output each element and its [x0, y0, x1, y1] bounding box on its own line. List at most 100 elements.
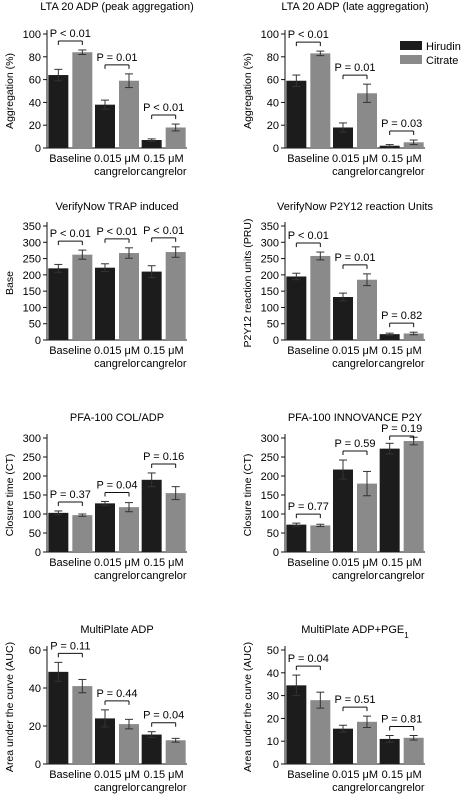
- p-value-label: P = 0.01: [334, 252, 375, 264]
- bar-citrate: [72, 254, 93, 340]
- x-category-label: 0.15 μM: [382, 153, 422, 165]
- p-value-label: P = 0.44: [96, 688, 137, 700]
- bar-hirudin: [95, 503, 115, 552]
- chart-panel-8: MultiPlate ADP+PGE1 0 10 20 30 40 50 Area under…: [242, 624, 425, 794]
- chart-panel-6: PFA-100 INNOVANCE P2Y 0 50 100 150 200 250 300 C…: [242, 412, 425, 582]
- y-tick-label: 0: [273, 759, 279, 771]
- p-value-label: P = 0.04: [288, 653, 329, 665]
- bar-hirudin: [48, 671, 69, 764]
- chart-panel-7: MultiPlate ADP 0 20 40 60 Area under the curv…: [4, 624, 187, 794]
- y-tick-label: 10: [267, 736, 279, 748]
- p-value-label: P < 0.01: [288, 230, 329, 242]
- bar-hirudin: [95, 718, 115, 764]
- y-tick-label: 30: [267, 691, 279, 703]
- chart-panel-3: VerifyNow TRAP induced 0 50 100 150 200 250 300…: [4, 201, 187, 370]
- x-category-label: cangrelor: [141, 358, 187, 370]
- y-tick-label: 250: [23, 254, 41, 266]
- y-tick-label: 250: [261, 254, 279, 266]
- y-tick-label: 300: [23, 433, 41, 445]
- p-value-label: P = 0.82: [381, 310, 422, 322]
- p-value-label: P = 0.51: [334, 694, 375, 706]
- x-category-label: Baseline: [49, 345, 91, 357]
- bar-citrate: [357, 483, 377, 552]
- bar-hirudin: [141, 479, 162, 552]
- bar-hirudin: [333, 297, 353, 340]
- y-tick-label: 0: [35, 335, 41, 347]
- chart-title: LTA 20 ADP (peak aggregation): [40, 1, 194, 13]
- bar-citrate: [119, 507, 139, 552]
- x-category-label: 0.15 μM: [382, 345, 422, 357]
- x-category-label: cangrelor: [332, 358, 378, 370]
- bar-citrate: [310, 255, 331, 340]
- p-value-label: P < 0.01: [143, 102, 184, 114]
- y-tick-label: 200: [261, 270, 279, 282]
- y-tick-label: 20: [29, 120, 41, 132]
- y-tick-label: 60: [267, 75, 279, 87]
- y-tick-label: 50: [29, 528, 41, 540]
- x-category-label: 0.15 μM: [382, 557, 422, 569]
- chart-panel-5: PFA-100 COL/ADP 0 50 100 150 200 250 300 Closure…: [4, 412, 187, 582]
- chart-panel-4: VerifyNow P2Y12 reaction Units 0 50 100 150 2…: [242, 201, 433, 370]
- y-tick-label: 0: [273, 143, 279, 155]
- y-axis-label: Base: [4, 271, 16, 295]
- chart-title: VerifyNow P2Y12 reaction Units: [277, 201, 433, 213]
- x-category-label: 0.015 μM: [94, 769, 140, 781]
- bar-citrate: [403, 142, 424, 148]
- bar-hirudin: [48, 268, 69, 340]
- x-category-label: Baseline: [49, 557, 91, 569]
- y-tick-label: 300: [261, 237, 279, 249]
- bar-hirudin: [333, 728, 353, 764]
- legend-label: Hirudin: [426, 41, 461, 53]
- chart-panel-1: LTA 20 ADP (peak aggregation) 0 20 40 60 80 10…: [4, 1, 194, 178]
- x-category-label: cangrelor: [94, 782, 140, 794]
- p-value-label: P = 0.19: [381, 423, 422, 435]
- x-category-label: 0.015 μM: [332, 345, 378, 357]
- bar-citrate: [72, 515, 93, 552]
- p-value-label: P = 0.37: [50, 489, 91, 501]
- bar-citrate: [403, 333, 424, 340]
- y-tick-label: 40: [29, 683, 41, 695]
- bar-citrate: [165, 127, 186, 148]
- y-tick-label: 80: [267, 52, 279, 64]
- bar-hirudin: [333, 127, 353, 148]
- y-tick-label: 200: [23, 270, 41, 282]
- y-tick-label: 40: [29, 97, 41, 109]
- y-tick-label: 250: [23, 452, 41, 464]
- chart-title-subscript: 1: [404, 631, 409, 640]
- chart-title: PFA-100 INNOVANCE P2Y: [288, 412, 423, 424]
- p-value-label: P = 0.59: [334, 438, 375, 450]
- y-tick-label: 20: [267, 713, 279, 725]
- y-tick-label: 100: [261, 302, 279, 314]
- y-axis-label: Area under the curve (AUC): [242, 642, 254, 772]
- x-category-label: cangrelor: [379, 166, 425, 178]
- p-value-label: P = 0.81: [381, 714, 422, 726]
- x-category-label: cangrelor: [94, 166, 140, 178]
- x-category-label: 0.015 μM: [332, 153, 378, 165]
- y-tick-label: 200: [261, 471, 279, 483]
- legend-label: Citrate: [426, 55, 458, 67]
- p-value-label: P = 0.11: [50, 640, 90, 652]
- bar-citrate: [119, 253, 139, 340]
- y-tick-label: 100: [23, 29, 41, 41]
- x-category-label: 0.15 μM: [144, 557, 184, 569]
- y-axis-label: P2Y12 reaction units (PRU): [242, 219, 254, 348]
- p-value-label: P = 0.01: [96, 52, 137, 64]
- y-tick-label: 150: [261, 286, 279, 298]
- p-value-label: P < 0.01: [143, 225, 184, 237]
- bar-hirudin: [48, 75, 69, 148]
- y-tick-label: 0: [35, 759, 41, 771]
- x-category-label: Baseline: [287, 557, 329, 569]
- y-tick-label: 0: [273, 335, 279, 347]
- y-tick-label: 50: [29, 319, 41, 331]
- y-axis-label: Aggregation (%): [4, 53, 16, 129]
- x-category-label: Baseline: [49, 769, 91, 781]
- bar-citrate: [310, 700, 331, 764]
- y-tick-label: 250: [261, 452, 279, 464]
- p-value-label: P = 0.77: [288, 501, 329, 513]
- bar-citrate: [357, 721, 377, 764]
- y-tick-label: 80: [29, 52, 41, 64]
- y-tick-label: 0: [35, 143, 41, 155]
- bar-hirudin: [286, 276, 307, 340]
- y-tick-label: 50: [267, 645, 279, 657]
- bar-hirudin: [379, 448, 400, 552]
